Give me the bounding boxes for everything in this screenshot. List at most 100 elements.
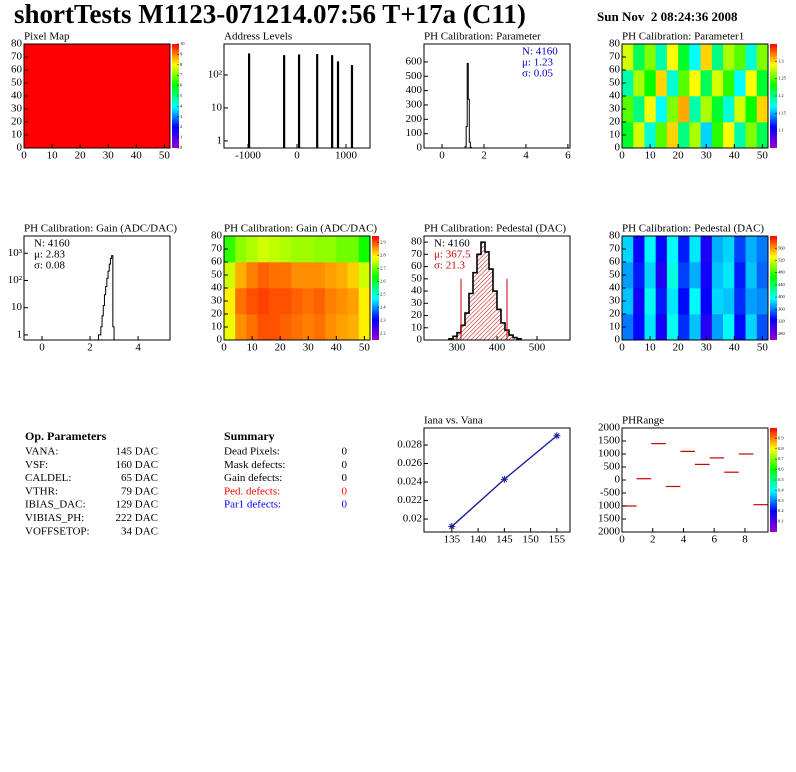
heatmap-cell — [268, 262, 281, 289]
panel-title: PHRange — [622, 415, 664, 427]
y-tick-label: 0 — [17, 142, 23, 154]
z-tick-label: 2.4 — [380, 305, 386, 310]
panel: PH Calibration: Parameter 0 2 4 6 0 100 200 300 4… — [406, 31, 572, 162]
x-tick-label: 40 — [131, 150, 143, 162]
heatmap-cell — [633, 70, 645, 97]
heatmap-cell — [745, 70, 758, 97]
x-tick-label: 50 — [757, 342, 769, 354]
summary-value: 0 — [342, 485, 348, 497]
y-tick-label: 40 — [411, 285, 423, 297]
param-value: 65 DAC — [121, 472, 158, 484]
y-tick-label: 40 — [211, 282, 223, 294]
heatmap-cell — [644, 122, 656, 149]
z-tick-label: 1.1 — [778, 128, 784, 133]
heatmap-cell — [745, 96, 758, 123]
y-tick-label: 1500 — [598, 435, 621, 447]
z-tick-label: 10 — [180, 41, 185, 46]
y-tick-label: 2000 — [598, 422, 621, 434]
heatmap-cell — [689, 288, 701, 315]
heatmap-cell — [666, 236, 679, 263]
spike — [297, 54, 301, 149]
panel: PH Calibration: Gain (ADC/DAC) 0 2 4 1 10 10² 1… — [8, 223, 178, 354]
heatmap-cell — [756, 314, 769, 341]
y-tick-label: 1500 — [598, 513, 621, 525]
hist-bar — [481, 242, 485, 340]
param-value: 34 DAC — [121, 525, 158, 537]
heatmap-cell — [689, 70, 701, 97]
x-tick-label: 0 — [39, 342, 45, 354]
y-tick-label: 40 — [609, 90, 621, 102]
hist-bar — [485, 251, 489, 340]
summary-value: 0 — [342, 472, 348, 484]
panel-title: PH Calibration: Gain (ADC/DAC) — [224, 223, 377, 235]
y-tick-label: 50 — [11, 77, 23, 89]
y-tick-label: 20 — [211, 308, 223, 320]
heatmap-cell — [257, 236, 270, 263]
y-tick-label: 20 — [11, 116, 23, 128]
heatmap-cell — [711, 288, 724, 315]
hist-bar — [489, 269, 493, 340]
heatmap-cell — [325, 236, 337, 263]
z-tick-label: 320 — [778, 319, 786, 324]
heatmap-cell — [678, 236, 690, 263]
hist-outline — [464, 62, 472, 148]
heatmap-cell — [678, 122, 690, 149]
y-tick-label: 70 — [11, 51, 23, 63]
z-tick-label: 5 — [180, 93, 183, 98]
x-tick-label: 8 — [742, 534, 748, 546]
hist-bar — [469, 293, 473, 340]
heatmap-cell — [235, 262, 247, 289]
x-tick-label: 400 — [489, 342, 506, 354]
param-name: VTHR: — [25, 485, 58, 497]
plot-frame — [423, 427, 571, 533]
panel-title: PH Calibration: Pedestal (DAC) — [622, 223, 764, 235]
z-tick-label: 9 — [180, 51, 183, 56]
hist-bar — [501, 322, 505, 340]
heatmap-cell — [723, 236, 735, 263]
x-tick-label: 10 — [645, 342, 657, 354]
heatmap-cell — [700, 262, 713, 289]
heatmap-cell — [756, 236, 769, 263]
y-tick-label: 80 — [609, 38, 621, 50]
heatmap-cell — [268, 288, 281, 315]
heatmap-cell — [246, 262, 258, 289]
heatmap-cell — [678, 262, 690, 289]
stat-text: σ: 0.08 — [34, 260, 65, 272]
y-tick-label: 70 — [411, 248, 423, 260]
param-name: CALDEL: — [25, 472, 71, 484]
heatmap-cell — [291, 314, 303, 341]
plot-frame — [423, 43, 571, 149]
heatmap-cell — [633, 288, 645, 315]
z-tick-label: 2.9 — [380, 240, 386, 245]
y-tick-label: 0.022 — [397, 494, 422, 506]
z-tick-label: 8 — [180, 62, 183, 67]
y-tick-label: 20 — [609, 308, 621, 320]
z-tick-label: 2.8 — [380, 253, 386, 258]
heatmap-cell — [235, 314, 247, 341]
y-tick-label: 1 — [217, 134, 223, 146]
color-bar — [770, 236, 777, 340]
hist-bar — [457, 332, 461, 340]
heatmap-cell — [700, 122, 713, 149]
z-tick-label: 6 — [180, 83, 183, 88]
x-tick-label: 0 — [619, 150, 625, 162]
y-tick-label: 0 — [615, 142, 621, 154]
x-tick-label: 30 — [103, 150, 115, 162]
heatmap-cell — [756, 44, 769, 71]
heatmap-cell — [734, 236, 746, 263]
heatmap-cell — [655, 262, 668, 289]
y-tick-label: 10 — [609, 129, 621, 141]
y-tick-label: 50 — [609, 269, 621, 281]
x-tick-label: 2 — [87, 342, 93, 354]
x-tick-label: 10 — [247, 342, 259, 354]
x-tick-label: 0 — [439, 150, 445, 162]
heatmap-cell — [291, 236, 303, 263]
z-tick-label: 440 — [778, 282, 786, 287]
param-value: 79 DAC — [121, 485, 158, 497]
heatmap-cell — [723, 288, 735, 315]
z-tick-label: 3 — [180, 114, 183, 119]
x-tick-label: 140 — [470, 534, 487, 546]
y-tick-label: 500 — [406, 70, 423, 82]
heatmap-cell — [633, 122, 645, 149]
x-tick-label: 145 — [496, 534, 513, 546]
